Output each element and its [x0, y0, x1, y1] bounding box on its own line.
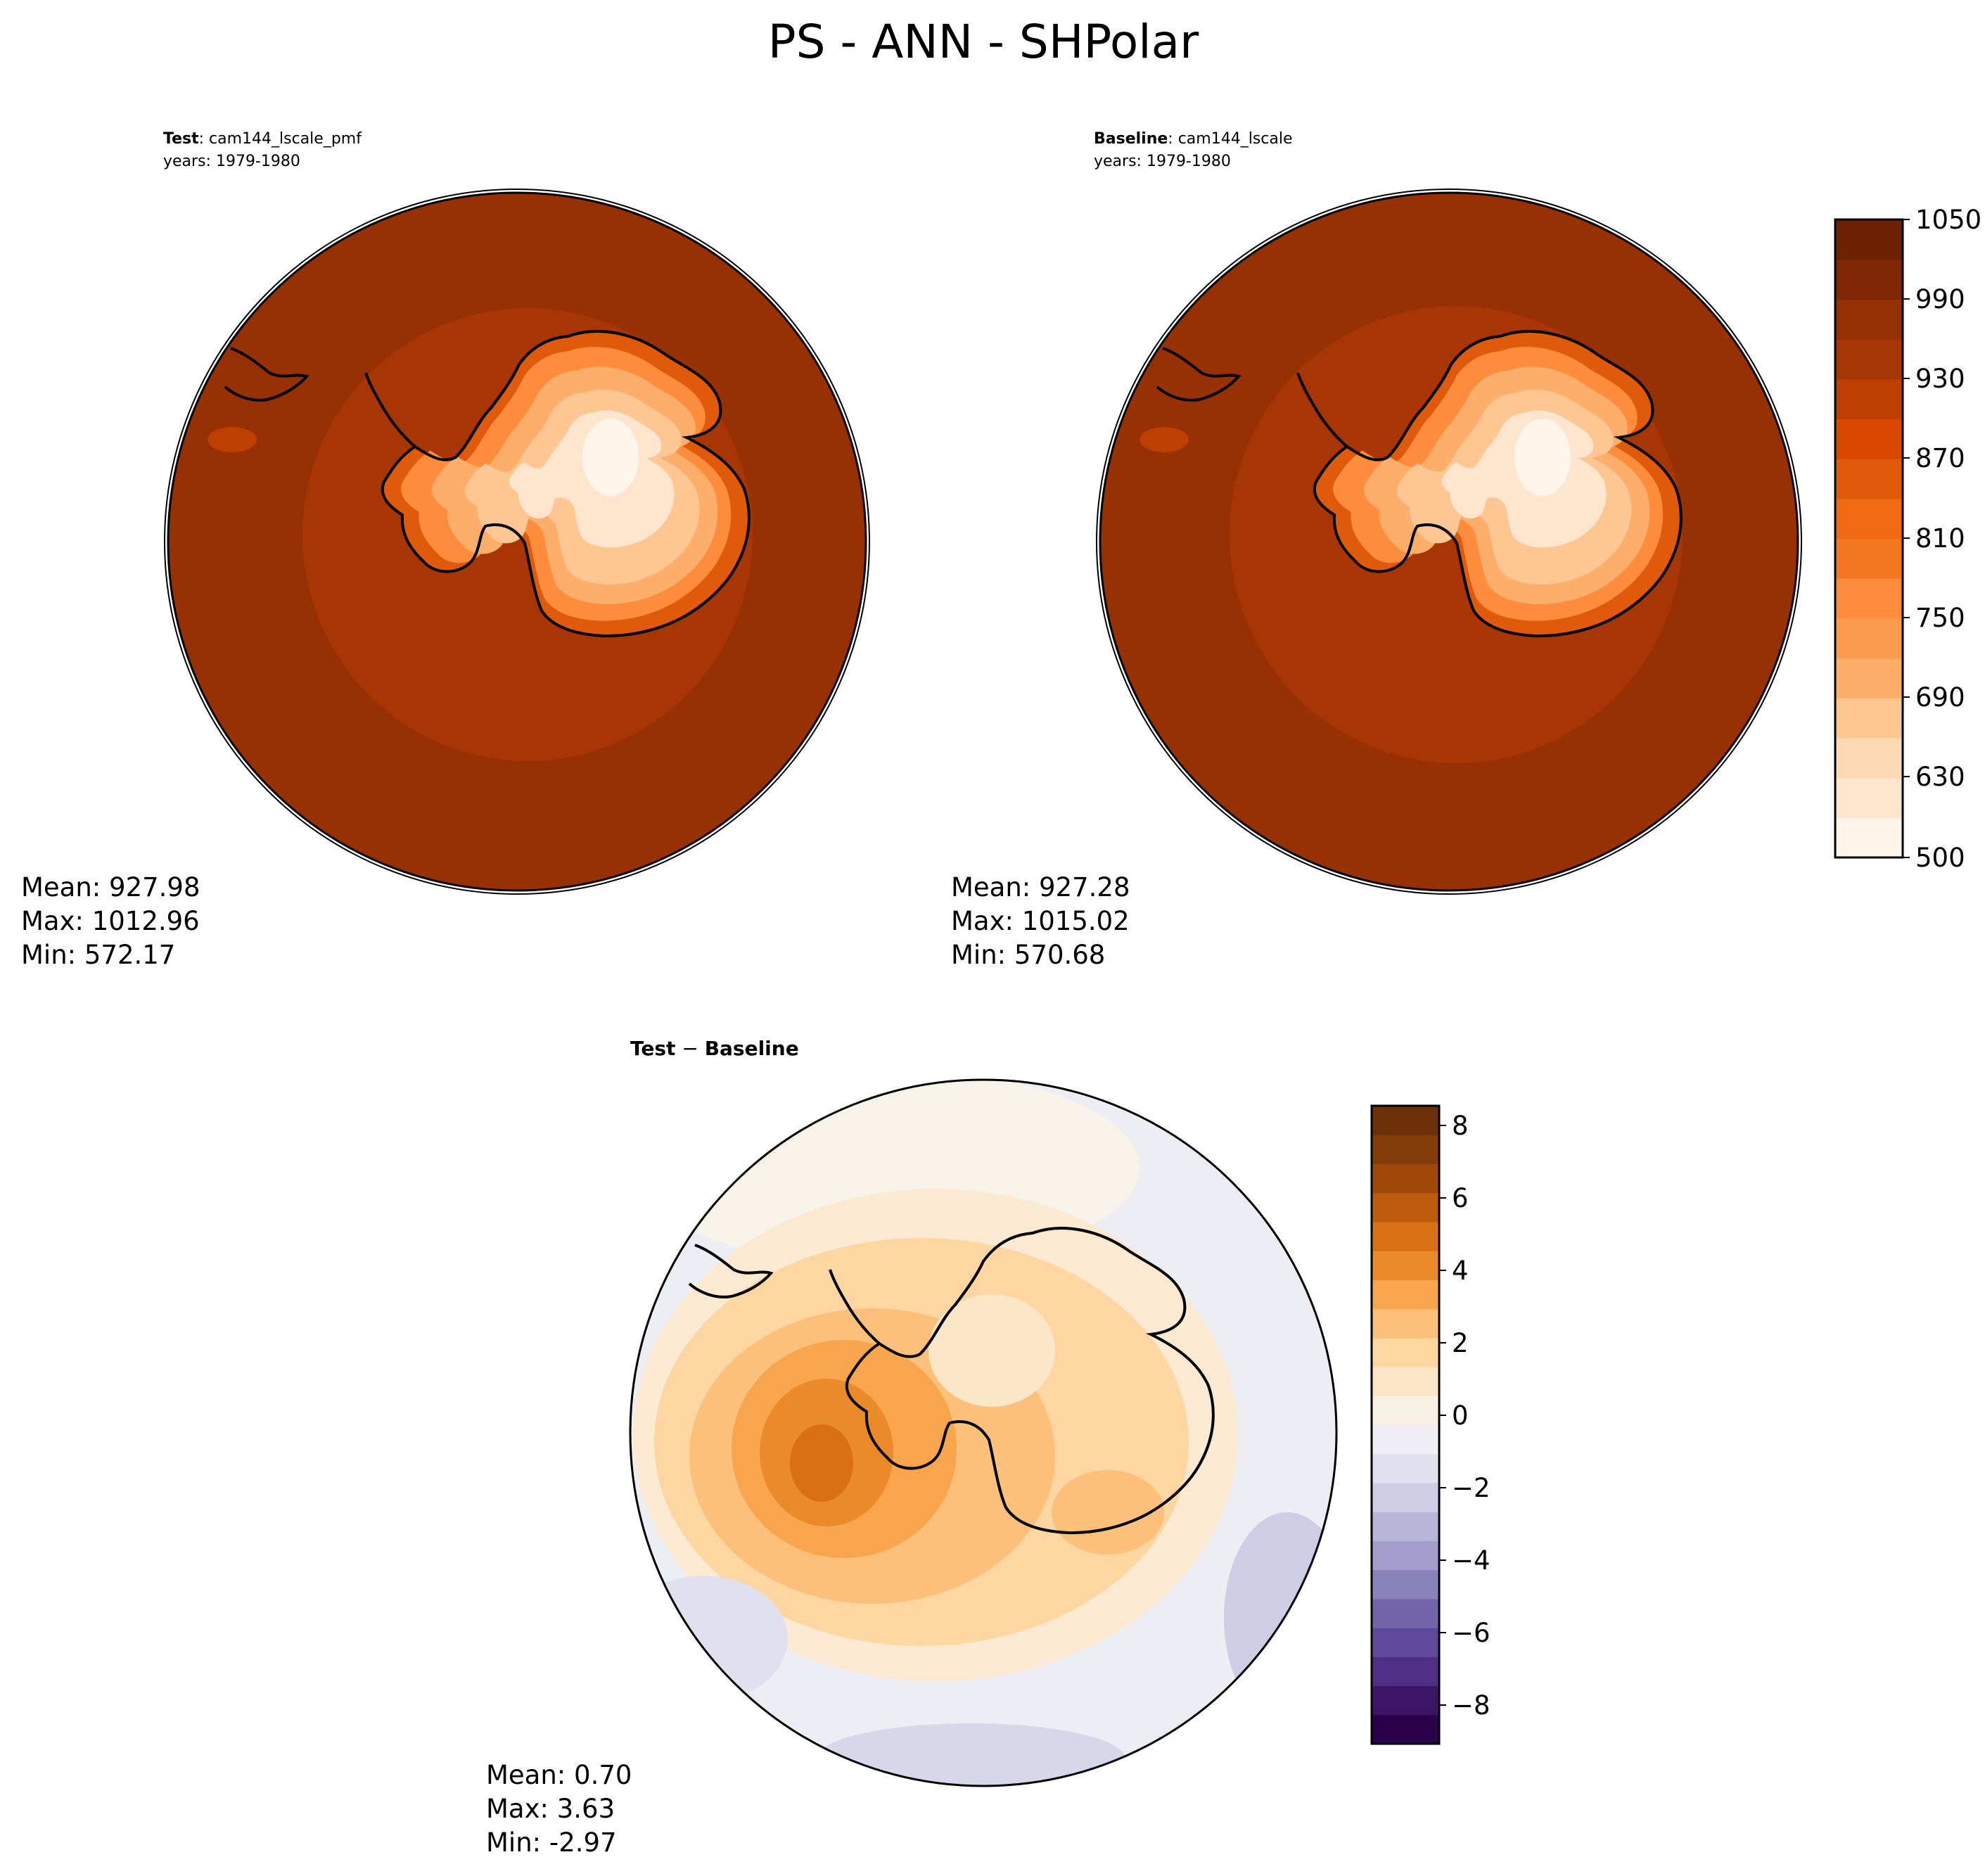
colorbar-segment — [1835, 498, 1903, 540]
colorbar-segment — [1835, 339, 1903, 380]
colorbar-tick-label: 690 — [1915, 682, 1965, 713]
panel-baseline-label-rest: : cam144_lscale — [1168, 130, 1292, 148]
colorbar-tick-label: 810 — [1915, 523, 1965, 554]
colorbar-frame — [1370, 1104, 1441, 1745]
map-baseline-samerica-fill — [1140, 427, 1189, 452]
colorbar-segment — [1372, 1396, 1439, 1426]
colorbar-segment — [1372, 1221, 1439, 1251]
map-baseline — [1100, 193, 1798, 891]
map-diff-boundary — [629, 1078, 1338, 1787]
colorbar-segment — [1372, 1308, 1439, 1339]
colorbar-segment — [1835, 419, 1903, 459]
colorbar-segment — [1372, 1685, 1439, 1716]
colorbar-segment — [1835, 817, 1903, 858]
colorbar-tick-label: −4 — [1452, 1545, 1491, 1576]
panel-diff-label-b: Baseline — [705, 1037, 799, 1060]
panel-diff-label-a: Test — [630, 1037, 675, 1060]
map-baseline-boundary — [1099, 191, 1799, 892]
colorbar-segment — [1372, 1569, 1439, 1600]
panel-test-label: Test: cam144_lscale_pmf — [163, 130, 362, 148]
colorbar-tick-label: −6 — [1452, 1618, 1491, 1648]
colorbar-segment — [1835, 299, 1903, 340]
map-test-samerica-fill — [208, 427, 257, 452]
figure-title: PS - ANN - SHPolar — [768, 15, 1199, 69]
colorbar-segment — [1835, 259, 1903, 300]
colorbar-segment — [1372, 1106, 1439, 1135]
panel-baseline-max: Max: 1015.02 — [951, 906, 1130, 936]
colorbar-tick-label: 630 — [1915, 762, 1965, 792]
panel-test-mean: Mean: 927.98 — [21, 872, 200, 902]
colorbar-segment — [1372, 1337, 1439, 1367]
colorbar-segment — [1835, 219, 1903, 260]
colorbar-tick-label: 8 — [1452, 1111, 1469, 1141]
colorbar-segment — [1835, 459, 1903, 499]
colorbar-tick-label: 500 — [1915, 843, 1965, 873]
map-diff — [630, 1080, 1336, 1786]
panel-test-max: Max: 1012.96 — [21, 906, 200, 936]
colorbar-segment — [1372, 1367, 1439, 1396]
panel-baseline-mean: Mean: 927.28 — [951, 872, 1130, 902]
panel-diff-label: Test − Baseline — [630, 1037, 799, 1060]
colorbar-segment — [1372, 1453, 1439, 1483]
colorbar-tick-label: −8 — [1452, 1690, 1491, 1721]
panel-baseline-label: Baseline: cam144_lscale — [1094, 130, 1293, 148]
colorbar-segment — [1835, 618, 1903, 659]
panel-baseline-min: Min: 570.68 — [951, 940, 1105, 970]
colorbar-segment — [1372, 1251, 1439, 1280]
map-test-continent — [382, 331, 749, 637]
map-baseline-continent — [1314, 331, 1681, 637]
colorbar-segment — [1372, 1628, 1439, 1657]
colorbar-segment — [1372, 1657, 1439, 1687]
panel-baseline-label-bold: Baseline — [1094, 130, 1168, 148]
colorbar-segment — [1372, 1135, 1439, 1165]
panel-diff-mean: Mean: 0.70 — [486, 1760, 632, 1790]
colorbar-tick-label: 990 — [1915, 284, 1965, 314]
panel-test-label-bold: Test — [163, 130, 199, 148]
colorbar-segment — [1372, 1714, 1439, 1744]
panel-test: Test: cam144_lscale_pmf years: 1979-1980 — [21, 130, 870, 970]
colorbar-segment — [1835, 777, 1903, 818]
colorbar-segment — [1835, 578, 1903, 619]
colorbar-tick-label: 750 — [1915, 603, 1965, 633]
map-test-boundary — [167, 191, 867, 892]
colorbar-segment — [1372, 1424, 1439, 1455]
panel-diff-min: Min: -2.97 — [486, 1827, 617, 1858]
panel-test-label-rest: : cam144_lscale_pmf — [199, 130, 363, 148]
colorbar-main: 1050 990 930 870 810 750 690 630 500 — [1834, 205, 1981, 873]
panel-diff-label-op: − — [675, 1037, 704, 1060]
map-test — [168, 193, 866, 891]
colorbar-tick-label: 1050 — [1915, 205, 1981, 235]
colorbar-segment — [1835, 698, 1903, 739]
colorbar-segment — [1372, 1512, 1439, 1542]
colorbar-segment — [1372, 1540, 1439, 1571]
colorbar-tick-label: 870 — [1915, 443, 1965, 473]
colorbar-segment — [1372, 1192, 1439, 1223]
panel-test-years: years: 1979-1980 — [163, 153, 300, 170]
panel-test-min: Min: 572.17 — [21, 940, 175, 970]
colorbar-tick-label: 4 — [1452, 1256, 1469, 1286]
colorbar-segment — [1372, 1598, 1439, 1628]
panel-baseline-years: years: 1979-1980 — [1094, 153, 1231, 170]
colorbar-segment — [1835, 538, 1903, 579]
colorbar-segment — [1835, 658, 1903, 698]
colorbar-segment — [1835, 737, 1903, 779]
colorbar-tick-label: 930 — [1915, 364, 1965, 394]
colorbar-segment — [1372, 1163, 1439, 1194]
colorbar-tick-label: 6 — [1452, 1183, 1469, 1213]
panel-diff: Test − Baseline Mean: 0.70 Max: 3.63 — [486, 1037, 1338, 1858]
panel-baseline: Baseline: cam144_lscale years: 1979-1980 — [951, 130, 1802, 970]
colorbar-segment — [1835, 378, 1903, 420]
colorbar-diff: 8 6 4 2 0 −2 −4 −6 −8 — [1370, 1104, 1491, 1745]
colorbar-segment — [1372, 1482, 1439, 1512]
panel-diff-max: Max: 3.63 — [486, 1794, 615, 1824]
colorbar-tick-label: 2 — [1452, 1328, 1469, 1358]
colorbar-segment — [1372, 1280, 1439, 1310]
colorbar-tick-label: −2 — [1452, 1473, 1491, 1503]
colorbar-tick-label: 0 — [1452, 1400, 1469, 1431]
